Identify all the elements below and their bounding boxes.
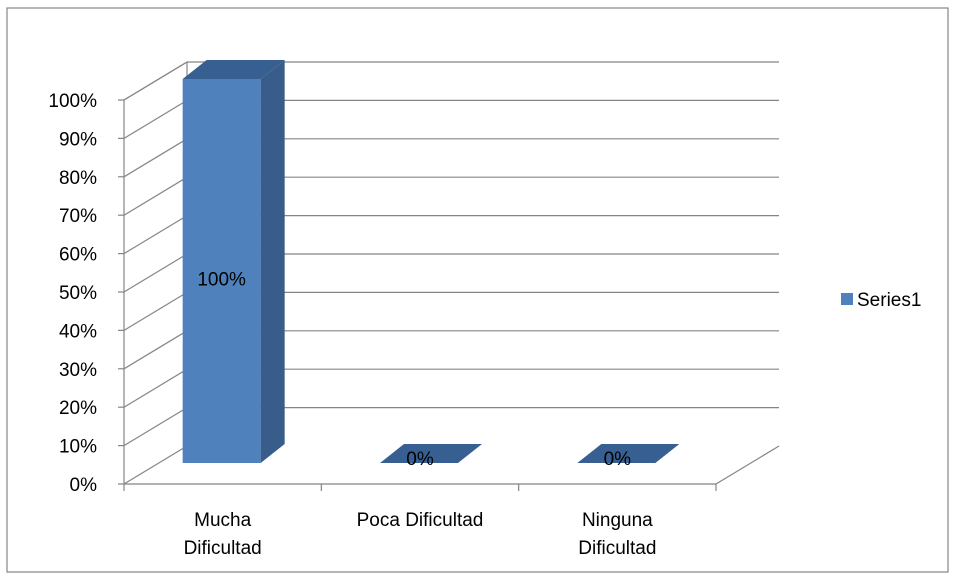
y-tick-label: 60% <box>59 245 97 266</box>
legend-swatch <box>841 293 853 305</box>
wall-gridline <box>123 176 188 216</box>
chart-border <box>6 7 949 573</box>
gridlines <box>123 61 779 485</box>
x-tick-label: Poca Dificultad <box>357 510 484 531</box>
x-tick-label: Mucha Dificultad <box>184 510 262 559</box>
labels: 0% 10% 20% 30% 40% 50% 60% 70% 80% 90% 100% Mucha Di… <box>48 91 656 559</box>
data-label: 100% <box>197 270 246 291</box>
wall-gridline <box>123 138 188 178</box>
y-tick-label: 10% <box>59 437 97 458</box>
floor-right-edge <box>715 445 780 485</box>
wall-gridline <box>123 407 188 447</box>
bars <box>182 60 680 463</box>
y-tick-label: 90% <box>59 129 97 150</box>
wall-gridline <box>123 99 188 139</box>
legend: Series1 <box>841 290 921 311</box>
wall-gridline <box>123 291 188 331</box>
wall-gridline <box>123 368 188 408</box>
data-label: 0% <box>406 449 434 470</box>
x-tick-label: Ninguna Dificultad <box>578 510 656 559</box>
y-tick-label: 50% <box>59 283 97 304</box>
y-tick-label: 30% <box>59 360 97 381</box>
bar-top <box>380 444 482 463</box>
bar-front <box>182 79 261 463</box>
wall-gridline <box>123 330 188 370</box>
legend-label: Series1 <box>857 290 921 311</box>
y-tick-label: 100% <box>48 91 97 112</box>
y-tick-label: 20% <box>59 398 97 419</box>
y-tick-label: 70% <box>59 206 97 227</box>
bar-top <box>577 444 680 463</box>
wall-top-edge <box>123 61 188 101</box>
y-tick-label: 40% <box>59 321 97 342</box>
bar-side <box>260 60 285 463</box>
bar-top <box>182 60 285 79</box>
wall-gridline <box>123 253 188 293</box>
data-label: 0% <box>604 449 632 470</box>
y-tick-label: 80% <box>59 168 97 189</box>
wall-gridline <box>123 445 188 485</box>
wall-gridline <box>123 215 188 255</box>
y-tick-label: 0% <box>70 475 98 496</box>
